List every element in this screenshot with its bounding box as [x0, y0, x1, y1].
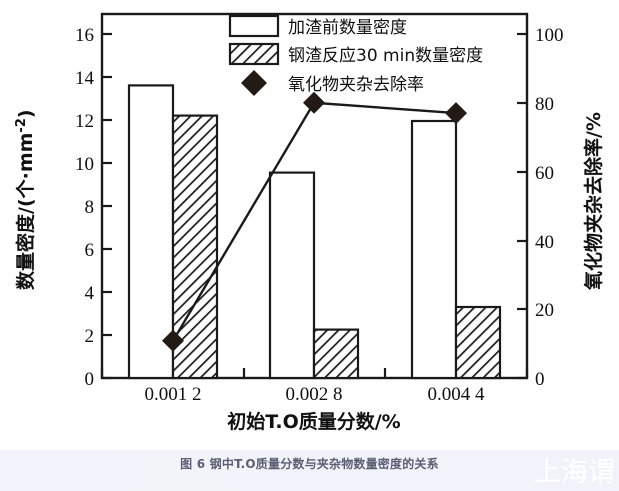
left-tick-16: 16 — [75, 25, 94, 46]
legend-label-open: 加渣前数量密度 — [288, 18, 407, 38]
chart-legend: 加渣前数量密度 钢渣反应30 min数量密度 氧化物夹杂去除率 — [228, 14, 483, 96]
diamond-marker-2 — [303, 91, 325, 114]
inclusion-density-chart: 0 2 4 6 8 10 12 14 16 0 20 — [14, 12, 605, 433]
x-axis-title: 初始T.O质量分数/% — [227, 410, 400, 433]
left-tick-6: 6 — [85, 240, 95, 261]
bar-open-2 — [268, 171, 316, 380]
right-axis-ticks — [517, 32, 527, 380]
bar-hatched-2 — [312, 328, 360, 380]
bar-open-1 — [127, 84, 175, 380]
right-tick-80: 80 — [535, 94, 554, 115]
right-tick-20: 20 — [535, 300, 554, 321]
left-axis-title-main: 数量密度/(个·mm — [14, 133, 37, 290]
right-axis-tick-labels: 0 20 40 60 80 100 — [535, 25, 564, 390]
left-axis-title: 数量密度/(个·mm-2) — [14, 109, 37, 290]
legend-swatch-open — [228, 14, 280, 38]
bar-group-1 — [127, 84, 219, 380]
bar-group-3 — [410, 119, 502, 380]
diamond-marker-3 — [445, 102, 467, 125]
x-tick-3: 0.004 4 — [428, 384, 486, 405]
diamond-marker-1 — [162, 329, 184, 352]
left-axis-title-text: 数量密度/(个·mm-2) — [14, 109, 37, 290]
bar-hatched-1 — [171, 114, 219, 380]
right-tick-100: 100 — [535, 25, 564, 46]
legend-swatch-diamond — [241, 70, 267, 96]
x-tick-1: 0.001 2 — [145, 384, 202, 405]
left-tick-4: 4 — [85, 283, 95, 304]
chart-plot-area: 0 2 4 6 8 10 12 14 16 0 20 — [14, 12, 605, 433]
figure-caption: 图 6 钢中T.O质量分数与夹杂物数量密度的关系 — [180, 457, 439, 471]
x-axis-ticks — [100, 368, 529, 378]
right-axis-title-text: 氧化物夹杂去除率/% — [582, 112, 605, 290]
left-axis-title-tail: ) — [15, 109, 37, 118]
right-tick-60: 60 — [535, 163, 554, 184]
left-axis-title-sup: -2 — [14, 118, 29, 132]
right-tick-0: 0 — [535, 369, 545, 390]
left-tick-10: 10 — [75, 154, 94, 175]
x-tick-2: 0.002 8 — [286, 384, 343, 405]
x-axis-title-text: 初始T.O质量分数/% — [227, 410, 400, 433]
bar-open-3 — [410, 119, 458, 380]
legend-label-diamond: 氧化物夹杂去除率 — [288, 75, 424, 95]
left-axis-tick-labels: 0 2 4 6 8 10 12 14 16 — [75, 25, 95, 390]
legend-label-hatched: 钢渣反应30 min数量密度 — [288, 46, 483, 66]
left-axis-ticks — [102, 32, 112, 380]
removal-rate-markers — [162, 91, 467, 352]
left-tick-14: 14 — [75, 68, 95, 89]
left-tick-0: 0 — [85, 369, 95, 390]
x-axis-tick-labels: 0.001 2 0.002 8 0.004 4 — [145, 384, 486, 405]
bar-group-2 — [268, 171, 360, 380]
bar-hatched-3 — [454, 305, 502, 380]
left-tick-12: 12 — [75, 111, 94, 132]
right-axis-title: 氧化物夹杂去除率/% — [582, 112, 605, 290]
left-tick-2: 2 — [85, 326, 95, 347]
left-tick-8: 8 — [85, 197, 95, 218]
right-tick-40: 40 — [535, 232, 554, 253]
legend-swatch-hatched — [228, 42, 280, 66]
